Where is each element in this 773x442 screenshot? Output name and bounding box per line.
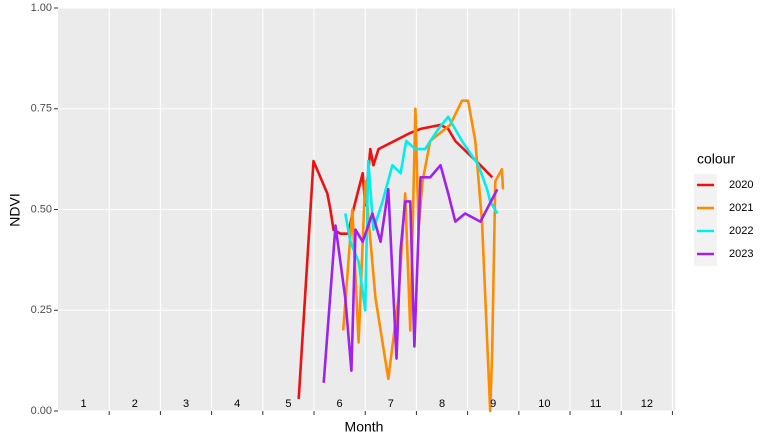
y-axis-title: NDVI [7, 193, 23, 226]
month-label: 9 [490, 398, 496, 410]
month-label: 2 [132, 398, 138, 410]
month-label: 6 [337, 398, 343, 410]
month-label: 3 [183, 398, 189, 410]
series-line [322, 163, 499, 383]
month-label: 1 [81, 398, 87, 410]
month-label: 4 [234, 398, 240, 410]
month-label: 5 [285, 398, 291, 410]
month-label: 11 [590, 398, 601, 410]
legend-label: 2022 [729, 225, 753, 237]
y-tick-label: 0.75 [31, 103, 52, 115]
legend-label: 2021 [729, 202, 753, 214]
y-tick-label: 0.25 [31, 304, 52, 316]
month-label: 7 [388, 398, 394, 410]
y-tick-label: 0.00 [31, 405, 52, 417]
series-line [344, 115, 499, 312]
legend-label: 2020 [729, 179, 753, 191]
month-label: 8 [439, 398, 445, 410]
legend-label: 2023 [729, 248, 753, 260]
month-label: 10 [538, 398, 550, 410]
y-tick-label: 1.00 [31, 2, 52, 14]
series-line [341, 99, 505, 413]
legend-title: colour [697, 151, 735, 167]
month-label: 12 [641, 398, 653, 410]
y-tick-label: 0.50 [31, 203, 52, 215]
x-axis-title: Month [345, 419, 384, 435]
